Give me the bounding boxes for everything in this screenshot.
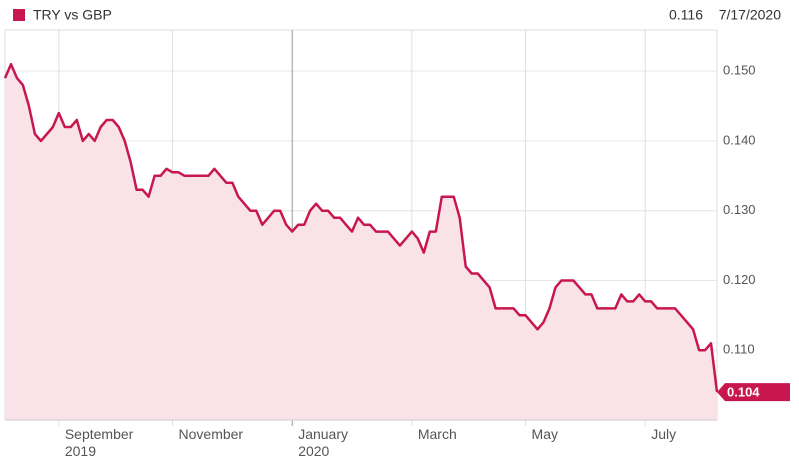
y-tick-label: 0.150 — [723, 63, 756, 78]
line — [3, 62, 719, 393]
x-tick-label: November — [178, 426, 244, 442]
date: 7/17/2020 — [719, 7, 781, 23]
last-value-tag — [717, 383, 790, 402]
last-value-label: 0.104 — [727, 385, 760, 400]
y-tick-label: 0.120 — [723, 272, 756, 287]
area — [5, 64, 717, 420]
y-tick-label: 0.130 — [723, 202, 756, 217]
x-tick-label: March — [417, 426, 457, 442]
legend-swatch — [13, 9, 25, 21]
y-tick-label: 0.110 — [723, 342, 755, 357]
x-tick-label: July — [651, 426, 677, 442]
x-tick-label: January 2020 — [298, 426, 348, 459]
x-tick-label: May — [531, 426, 558, 442]
x-tick-label: September 2019 — [64, 426, 134, 459]
legend-label: TRY vs GBP — [33, 7, 112, 23]
last-price: 0.116 — [669, 7, 703, 23]
y-tick-label: 0.140 — [723, 132, 756, 147]
